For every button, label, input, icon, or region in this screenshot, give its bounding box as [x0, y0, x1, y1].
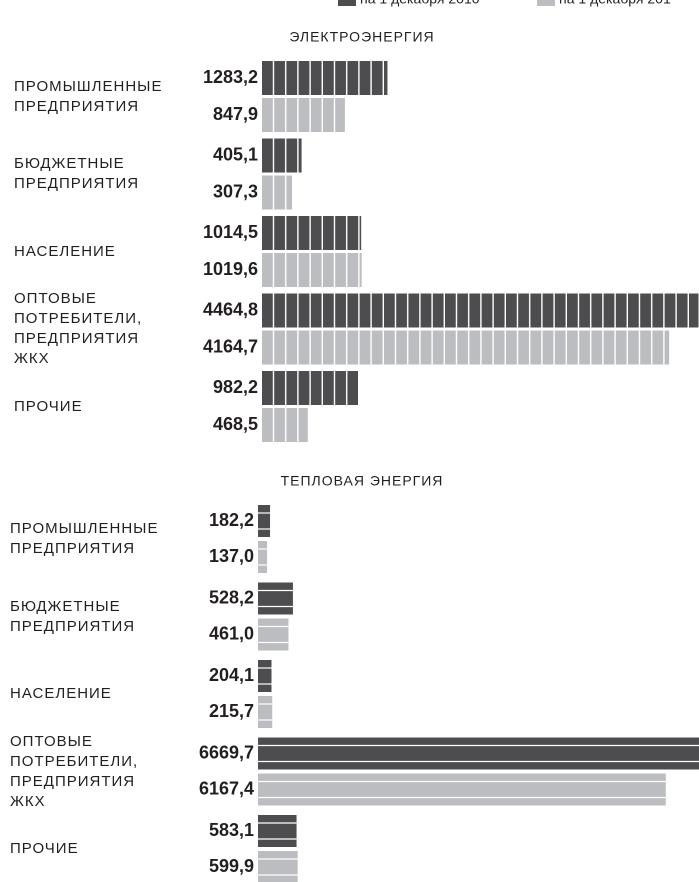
- value-label: 1014,5: [203, 222, 258, 242]
- bar: [262, 330, 670, 365]
- value-label: 6167,4: [199, 778, 254, 798]
- bar: [262, 216, 362, 250]
- value-label: 204,1: [209, 665, 254, 685]
- value-label: 182,2: [209, 510, 254, 530]
- bar: [262, 408, 308, 442]
- bar: [258, 618, 289, 651]
- category-label: БЮДЖЕТНЫЕ ПРЕДПРИЯТИЯ: [14, 155, 140, 192]
- value-label: 215,7: [209, 701, 254, 721]
- category-label: ПРОЧИЕ: [14, 397, 83, 415]
- value-label: 4164,7: [203, 336, 258, 356]
- bar: [258, 773, 666, 806]
- value-label: 6669,7: [199, 742, 254, 762]
- bar: [262, 253, 362, 287]
- category-label: ПРОЧИЕ: [10, 840, 79, 857]
- legend-swatch: [338, 0, 356, 6]
- value-label: 137,0: [209, 546, 254, 566]
- value-label: 468,5: [213, 414, 258, 434]
- category-label: НАСЕЛЕНИЕ: [14, 242, 116, 260]
- category-label: НАСЕЛЕНИЕ: [10, 685, 112, 702]
- category-label: ОПТОВЫЕ ПОТРЕБИТЕЛИ, ПРЕДПРИЯТИЯ ЖКХ: [14, 290, 143, 367]
- category-label: ОПТОВЫЕ ПОТРЕБИТЕЛИ, ПРЕДПРИЯТИЯ ЖКХ: [10, 732, 139, 810]
- category-label: ПРОМЫШЛЕННЫЕ ПРЕДПРИЯТИЯ: [10, 520, 159, 557]
- chart-title: ТЕПЛОВАЯ ЭНЕРГИЯ: [281, 473, 444, 489]
- value-label: 528,2: [209, 587, 254, 607]
- bar: [262, 293, 699, 328]
- legend-label: на 1 декабря 2010: [360, 0, 480, 7]
- bar: [262, 371, 359, 405]
- value-label: 307,3: [213, 181, 258, 201]
- value-label: 1019,6: [203, 259, 258, 279]
- legend-label: на 1 декабря 201: [559, 0, 671, 7]
- category-label: БЮДЖЕТНЫЕ ПРЕДПРИЯТИЯ: [10, 597, 136, 635]
- value-label: 847,9: [213, 104, 258, 124]
- bar: [258, 660, 272, 692]
- bar: [262, 61, 388, 95]
- value-label: 1283,2: [203, 67, 258, 87]
- bar: [258, 541, 268, 573]
- category-label: ПРОМЫШЛЕННЫЕ ПРЕДПРИЯТИЯ: [14, 77, 163, 115]
- bar: [258, 696, 273, 728]
- value-label: 461,0: [209, 623, 254, 643]
- bar: [262, 175, 293, 210]
- chart-title: ЭЛЕКТРОЭНЕРГИЯ: [289, 29, 434, 45]
- value-label: 583,1: [209, 820, 254, 840]
- value-label: 405,1: [213, 144, 258, 164]
- bar: [258, 737, 699, 770]
- bar: [258, 505, 271, 537]
- bar: [262, 138, 302, 173]
- bar: [258, 582, 293, 615]
- value-label: 599,9: [209, 856, 254, 876]
- bar: [258, 851, 298, 882]
- bar: [262, 98, 345, 132]
- value-label: 982,2: [213, 377, 258, 397]
- bar: [258, 815, 297, 847]
- legend-swatch: [537, 0, 555, 6]
- value-label: 4464,8: [203, 299, 258, 319]
